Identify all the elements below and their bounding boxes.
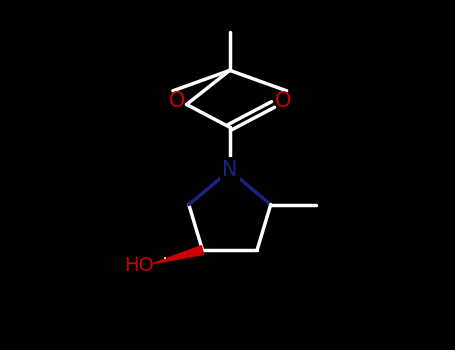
Polygon shape [152, 246, 204, 264]
Text: •: • [163, 256, 167, 262]
Text: O: O [169, 91, 186, 111]
Text: O: O [275, 91, 291, 111]
Text: N: N [222, 160, 238, 180]
Text: HO: HO [124, 256, 154, 275]
